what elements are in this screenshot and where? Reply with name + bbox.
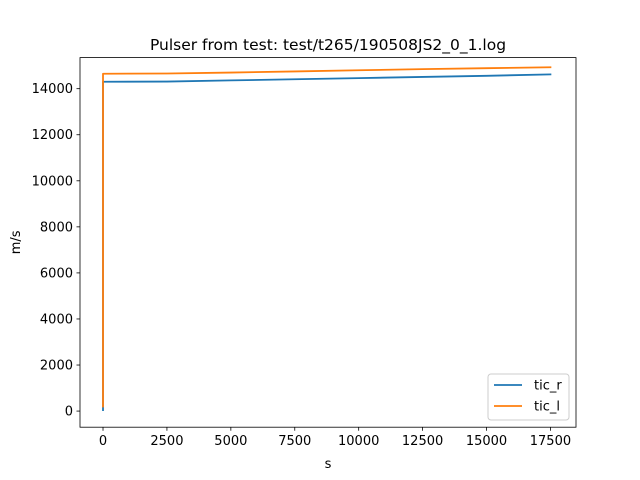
legend: tic_r tic_l [487, 373, 570, 421]
plot-frame [79, 57, 577, 428]
y-tick-label: 10000 [32, 174, 73, 189]
legend-label-tic-l: tic_l [534, 400, 560, 415]
x-tick-label: 15000 [466, 434, 507, 449]
legend-label-tic-r: tic_r [534, 379, 562, 394]
y-tick-label: 14000 [32, 82, 73, 97]
x-tick-label: 10000 [338, 434, 379, 449]
y-axis: 0 2000 4000 6000 8000 10000 12000 14000 [32, 82, 80, 420]
x-axis: 0 2500 5000 7500 10000 12500 15000 17500 [99, 427, 571, 449]
series-line-tic-r [102, 73, 552, 412]
plot-area: 0 2500 5000 7500 10000 12500 15000 17500 0 2000 4… [32, 57, 577, 449]
x-tick-label: 2500 [150, 434, 183, 449]
x-tick-label: 0 [99, 434, 107, 449]
chart-title: Pulser from test: test/t265/190508JS2_0_… [150, 36, 506, 55]
y-tick-label: 12000 [32, 128, 73, 143]
y-tick-label: 0 [65, 405, 73, 420]
y-tick-label: 6000 [40, 266, 73, 281]
y-tick-label: 2000 [40, 359, 73, 374]
x-tick-label: 17500 [530, 434, 571, 449]
x-tick-label: 5000 [214, 434, 247, 449]
series-layer [102, 66, 552, 412]
series-line-tic-l [102, 66, 552, 408]
x-tick-label: 12500 [402, 434, 443, 449]
y-tick-label: 8000 [40, 220, 73, 235]
x-axis-label: s [325, 457, 332, 472]
y-tick-label: 4000 [40, 312, 73, 327]
y-axis-label: m/s [9, 230, 24, 254]
x-tick-label: 7500 [278, 434, 311, 449]
